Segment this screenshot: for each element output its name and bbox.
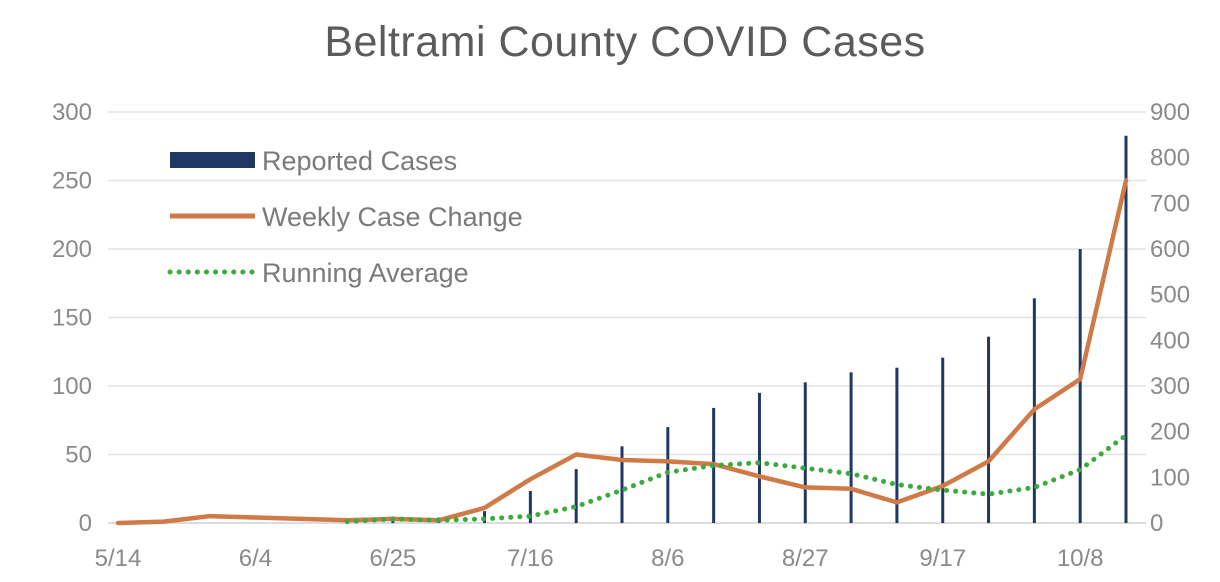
y-right-tick-label: 700 [1150, 190, 1190, 217]
y-right-tick-label: 900 [1150, 99, 1190, 126]
running-average-line [344, 432, 1129, 525]
y-left-tick-label: 150 [52, 305, 92, 332]
legend: Reported Cases Weekly Case Change Running … [167, 146, 523, 288]
y-right-tick-label: 600 [1150, 236, 1190, 263]
y-left-tick-label: 0 [79, 510, 92, 537]
reported-cases-bar [987, 336, 991, 523]
y-right-tick-label: 500 [1150, 282, 1190, 309]
y-right-tick-label: 0 [1150, 510, 1163, 537]
x-tick-label: 9/17 [919, 545, 966, 572]
y-left-tick-label: 250 [52, 168, 92, 195]
x-tick-label: 7/16 [507, 545, 554, 572]
y-right-tick-label: 400 [1150, 327, 1190, 354]
legend-label: Weekly Case Change [262, 202, 523, 232]
y-right-tick-label: 300 [1150, 373, 1190, 400]
legend-label: Running Average [262, 258, 469, 288]
reported-cases-bar [574, 469, 578, 523]
x-tick-label: 8/27 [782, 545, 829, 572]
reported-cases-bar [528, 491, 532, 523]
x-tick-label: 6/25 [370, 545, 417, 572]
reported-cases-bar [895, 367, 899, 523]
reported-cases-bar [620, 446, 624, 523]
x-tick-label: 6/4 [239, 545, 272, 572]
weekly-case-change-line [115, 178, 1129, 526]
reported-cases-bar [803, 382, 807, 523]
gridlines [108, 111, 1146, 524]
chart-title: Beltrami County COVID Cases [324, 18, 926, 66]
y-left-tick-label: 200 [52, 236, 92, 263]
reported-cases-bar [666, 427, 670, 523]
y-left-tick-label: 300 [52, 99, 92, 126]
y-right-tick-label: 100 [1150, 464, 1190, 491]
reported-cases-bars [391, 135, 1128, 523]
y-right-tick-label: 800 [1150, 145, 1190, 172]
y-left-tick-label: 50 [65, 442, 92, 469]
axis-labels: 0 50 100 150 200 250 300 0 100 200 300 400 500 600 700… [52, 99, 1190, 572]
x-tick-label: 5/14 [95, 545, 142, 572]
reported-cases-bar [849, 372, 853, 523]
x-tick-label: 10/8 [1057, 545, 1104, 572]
y-left-tick-label: 100 [52, 373, 92, 400]
x-tick-label: 8/6 [651, 545, 684, 572]
reported-cases-bar [1124, 135, 1128, 523]
y-right-tick-label: 200 [1150, 419, 1190, 446]
legend-label: Reported Cases [262, 146, 457, 176]
reported-cases-bar [941, 357, 945, 523]
legend-swatch-reported-cases [170, 152, 255, 168]
series-lines [115, 178, 1129, 526]
reported-cases-bar [1078, 249, 1082, 523]
reported-cases-bar [757, 392, 761, 523]
